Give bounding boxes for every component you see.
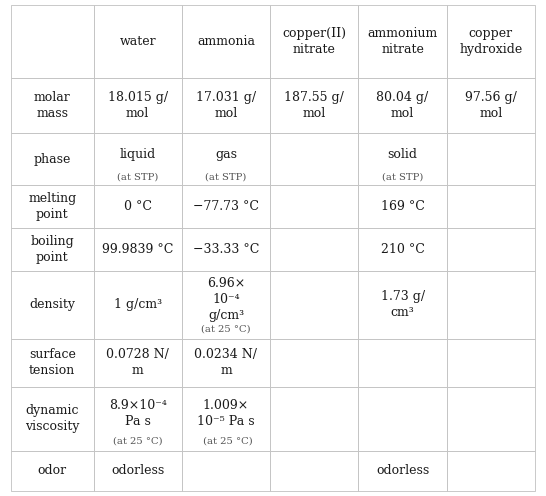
Text: (at 25 °C): (at 25 °C): [113, 436, 163, 445]
Text: 0 °C: 0 °C: [124, 200, 152, 213]
Bar: [93, 451, 182, 491]
Bar: [182, 228, 270, 270]
Text: gas: gas: [215, 148, 237, 161]
Text: melting
point: melting point: [28, 192, 76, 221]
Text: 97.56 g/
mol: 97.56 g/ mol: [465, 91, 517, 120]
Bar: [359, 5, 447, 78]
Bar: [447, 228, 535, 270]
Bar: [11, 228, 93, 270]
Bar: [182, 339, 270, 387]
Bar: [270, 451, 359, 491]
Text: ammonia: ammonia: [197, 35, 255, 48]
Text: −77.73 °C: −77.73 °C: [193, 200, 259, 213]
Bar: [270, 133, 359, 185]
Bar: [11, 451, 93, 491]
Bar: [182, 185, 270, 228]
Bar: [93, 5, 182, 78]
Text: 1.73 g/
cm³: 1.73 g/ cm³: [381, 290, 425, 319]
Text: copper
hydroxide: copper hydroxide: [459, 27, 523, 56]
Bar: [359, 228, 447, 270]
Text: (at STP): (at STP): [205, 173, 247, 182]
Text: 1.009×
10⁻⁵ Pa s: 1.009× 10⁻⁵ Pa s: [197, 399, 255, 428]
Bar: [182, 5, 270, 78]
Bar: [447, 451, 535, 491]
Text: odor: odor: [38, 464, 67, 477]
Text: 80.04 g/
mol: 80.04 g/ mol: [377, 91, 429, 120]
Text: 0.0234 N/
m: 0.0234 N/ m: [194, 349, 258, 377]
Bar: [270, 228, 359, 270]
Bar: [447, 339, 535, 387]
Text: (at 25 °C): (at 25 °C): [201, 324, 251, 333]
Bar: [93, 228, 182, 270]
Text: phase: phase: [33, 153, 71, 166]
Text: boiling
point: boiling point: [31, 235, 74, 264]
Bar: [93, 387, 182, 451]
Text: (at STP): (at STP): [382, 173, 423, 182]
Text: dynamic
viscosity: dynamic viscosity: [25, 404, 80, 433]
Bar: [270, 387, 359, 451]
Bar: [447, 133, 535, 185]
Text: density: density: [29, 299, 75, 311]
Text: 99.9839 °C: 99.9839 °C: [102, 243, 174, 255]
Bar: [11, 78, 93, 133]
Text: surface
tension: surface tension: [29, 349, 76, 377]
Bar: [93, 133, 182, 185]
Bar: [270, 185, 359, 228]
Text: molar
mass: molar mass: [34, 91, 70, 120]
Text: (at 25 °C): (at 25 °C): [200, 436, 252, 445]
Bar: [447, 387, 535, 451]
Bar: [11, 387, 93, 451]
Text: −33.33 °C: −33.33 °C: [193, 243, 259, 255]
Bar: [359, 133, 447, 185]
Bar: [270, 270, 359, 339]
Bar: [93, 185, 182, 228]
Bar: [359, 451, 447, 491]
Bar: [359, 387, 447, 451]
Text: liquid: liquid: [120, 148, 156, 161]
Text: copper(II)
nitrate: copper(II) nitrate: [282, 27, 346, 56]
Bar: [447, 185, 535, 228]
Bar: [182, 270, 270, 339]
Text: solid: solid: [388, 148, 418, 161]
Bar: [359, 78, 447, 133]
Bar: [447, 78, 535, 133]
Bar: [270, 5, 359, 78]
Text: (at STP): (at STP): [117, 173, 158, 182]
Text: 1 g/cm³: 1 g/cm³: [114, 299, 162, 311]
Text: odorless: odorless: [111, 464, 164, 477]
Text: 6.96×
10⁻⁴
g/cm³: 6.96× 10⁻⁴ g/cm³: [207, 277, 245, 322]
Bar: [359, 270, 447, 339]
Bar: [182, 133, 270, 185]
Text: 8.9×10⁻⁴
Pa s: 8.9×10⁻⁴ Pa s: [109, 399, 167, 428]
Bar: [11, 270, 93, 339]
Bar: [270, 78, 359, 133]
Bar: [11, 185, 93, 228]
Text: water: water: [120, 35, 156, 48]
Bar: [93, 78, 182, 133]
Bar: [11, 5, 93, 78]
Bar: [359, 185, 447, 228]
Text: 0.0728 N/
m: 0.0728 N/ m: [106, 349, 169, 377]
Text: 169 °C: 169 °C: [381, 200, 425, 213]
Text: 187.55 g/
mol: 187.55 g/ mol: [284, 91, 344, 120]
Bar: [11, 133, 93, 185]
Bar: [447, 270, 535, 339]
Bar: [182, 387, 270, 451]
Bar: [270, 339, 359, 387]
Bar: [447, 5, 535, 78]
Bar: [11, 339, 93, 387]
Bar: [93, 339, 182, 387]
Bar: [93, 270, 182, 339]
Text: 210 °C: 210 °C: [381, 243, 425, 255]
Bar: [182, 78, 270, 133]
Text: 17.031 g/
mol: 17.031 g/ mol: [196, 91, 256, 120]
Text: 18.015 g/
mol: 18.015 g/ mol: [108, 91, 168, 120]
Bar: [182, 451, 270, 491]
Text: odorless: odorless: [376, 464, 429, 477]
Text: ammonium
nitrate: ammonium nitrate: [367, 27, 438, 56]
Bar: [359, 339, 447, 387]
